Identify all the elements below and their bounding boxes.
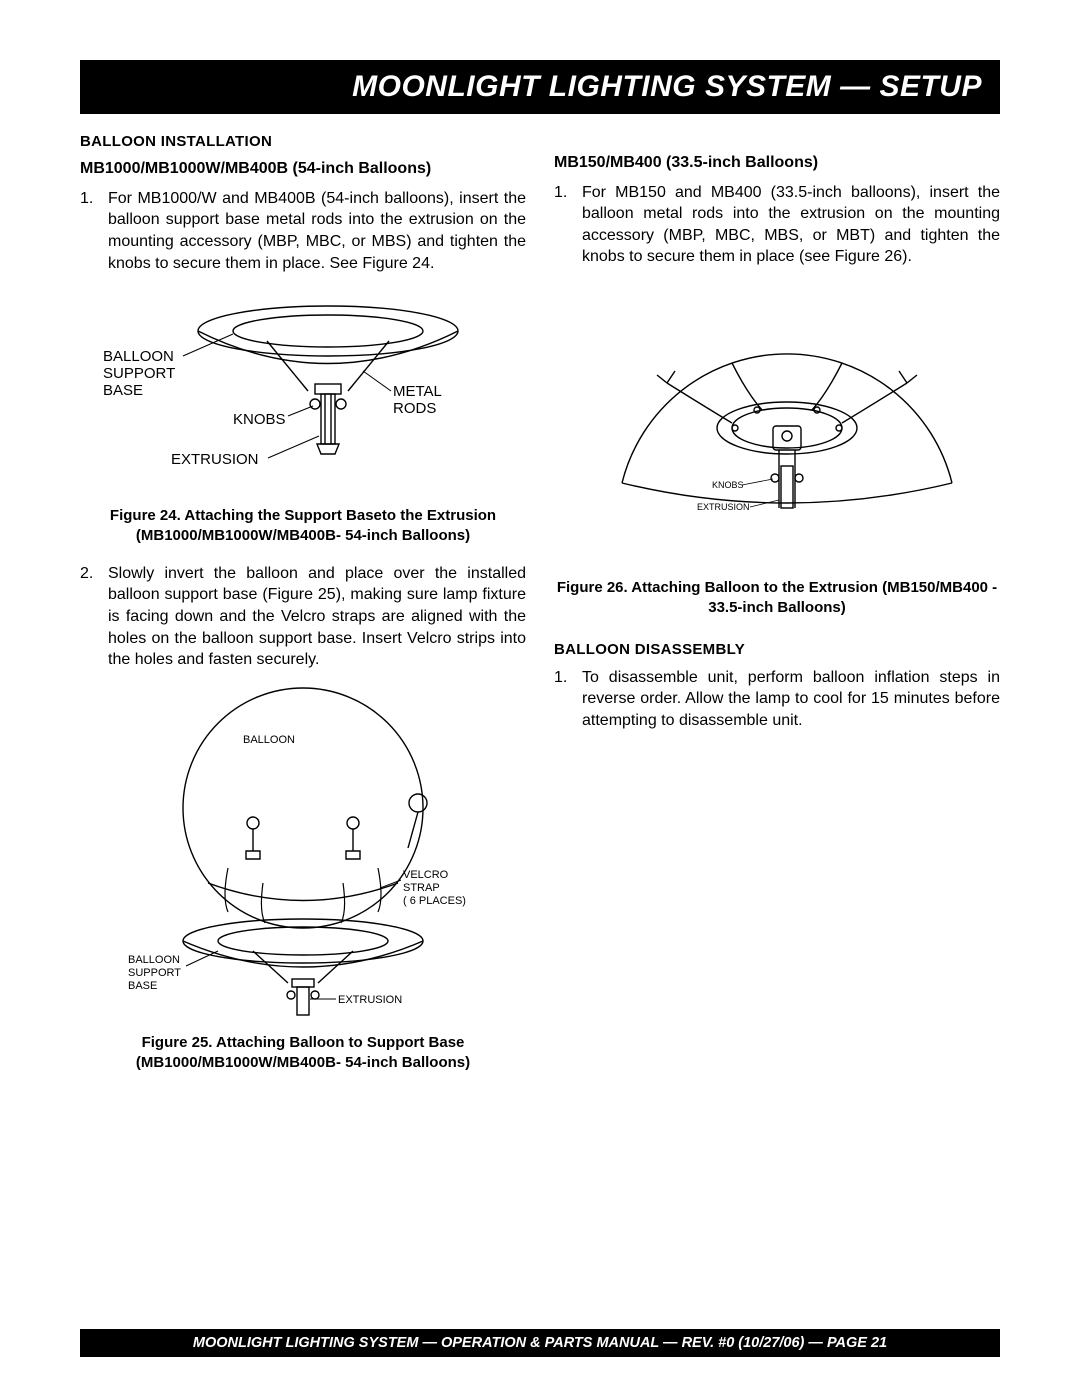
step-text: To disassemble unit, perform balloon inf… xyxy=(582,667,1000,732)
svg-text:BASE: BASE xyxy=(128,980,157,992)
svg-text:SUPPORT: SUPPORT xyxy=(103,365,175,382)
balloon-disassembly-heading: BALLOON DISASSEMBLY xyxy=(554,640,1000,660)
fig24-label-extrusion: EXTRUSION xyxy=(171,451,259,468)
svg-text:BASE: BASE xyxy=(103,382,143,399)
disassembly-step-1: 1. To disassemble unit, perform balloon … xyxy=(554,667,1000,732)
svg-text:STRAP: STRAP xyxy=(403,882,440,894)
balloon-installation-heading: BALLOON INSTALLATION xyxy=(80,132,526,152)
fig24-label-bsb: BALLOON xyxy=(103,348,174,365)
right-step-1: 1. For MB150 and MB400 (33.5-inch balloo… xyxy=(554,182,1000,268)
page-footer-bar: MOONLIGHT LIGHTING SYSTEM — OPERATION & … xyxy=(80,1329,1000,1357)
left-step-1: 1. For MB1000/W and MB400B (54-inch ball… xyxy=(80,188,526,274)
figure-26: KNOBS EXTRUSION xyxy=(554,308,1000,568)
step-text: Slowly invert the balloon and place over… xyxy=(108,563,526,671)
figure-24: BALLOON SUPPORT BASE KNOBS METAL RODS EX… xyxy=(80,286,526,496)
figure-25: BALLOON VELCRO STRAP ( 6 PLACES) BALLOON… xyxy=(80,683,526,1023)
fig25-label-velcro: VELCRO xyxy=(403,869,449,881)
right-column: MB150/MB400 (33.5-inch Balloons) 1. For … xyxy=(554,132,1000,1329)
step-number: 2. xyxy=(80,563,108,671)
page-title-bar: MOONLIGHT LIGHTING SYSTEM — SETUP xyxy=(80,60,1000,114)
left-column: BALLOON INSTALLATION MB1000/MB1000W/MB40… xyxy=(80,132,526,1329)
mb150-subheading: MB150/MB400 (33.5-inch Balloons) xyxy=(554,152,1000,174)
fig26-label-extrusion: EXTRUSION xyxy=(697,502,750,512)
step-text: For MB150 and MB400 (33.5-inch balloons)… xyxy=(582,182,1000,268)
step-number: 1. xyxy=(80,188,108,274)
content-columns: BALLOON INSTALLATION MB1000/MB1000W/MB40… xyxy=(80,132,1000,1329)
fig25-label-extrusion: EXTRUSION xyxy=(338,994,402,1006)
step-text: For MB1000/W and MB400B (54-inch balloon… xyxy=(108,188,526,274)
fig25-label-balloon: BALLOON xyxy=(243,734,295,746)
fig24-label-metal: METAL xyxy=(393,383,442,400)
fig26-label-knobs: KNOBS xyxy=(712,480,744,490)
svg-text:( 6 PLACES): ( 6 PLACES) xyxy=(403,895,466,907)
figure-26-caption: Figure 26. Attaching Balloon to the Extr… xyxy=(554,578,1000,619)
step-number: 1. xyxy=(554,667,582,732)
footer-text: MOONLIGHT LIGHTING SYSTEM — OPERATION & … xyxy=(193,1335,887,1351)
svg-text:SUPPORT: SUPPORT xyxy=(128,967,181,979)
figure-25-caption: Figure 25. Attaching Balloon to Support … xyxy=(80,1033,526,1074)
fig25-label-bsb: BALLOON xyxy=(128,954,180,966)
mb1000-subheading: MB1000/MB1000W/MB400B (54-inch Balloons) xyxy=(80,158,526,180)
figure-24-caption: Figure 24. Attaching the Support Baseto … xyxy=(80,506,526,547)
page-title: MOONLIGHT LIGHTING SYSTEM — SETUP xyxy=(352,70,982,103)
step-number: 1. xyxy=(554,182,582,268)
left-step-2: 2. Slowly invert the balloon and place o… xyxy=(80,563,526,671)
svg-text:RODS: RODS xyxy=(393,400,436,417)
fig24-label-knobs: KNOBS xyxy=(233,411,286,428)
